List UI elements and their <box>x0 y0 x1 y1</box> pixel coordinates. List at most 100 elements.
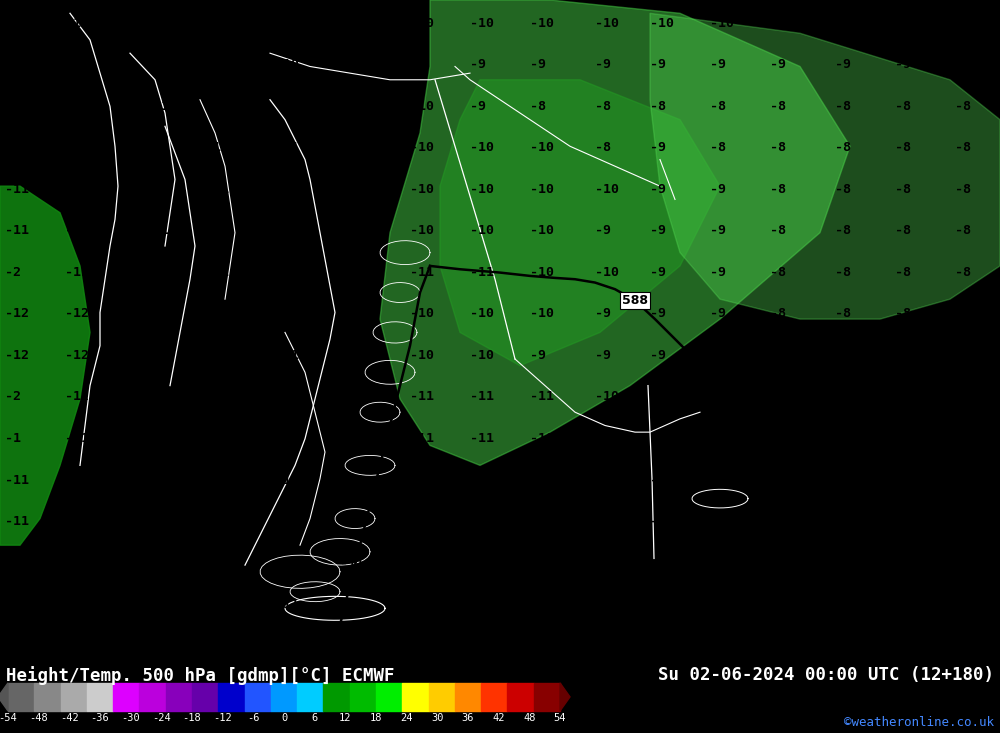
Text: -11: -11 <box>340 183 364 196</box>
Bar <box>139 683 166 711</box>
Text: -8: -8 <box>770 224 786 237</box>
Text: -8: -8 <box>955 307 971 320</box>
Text: -11: -11 <box>410 515 434 528</box>
Text: -12: -12 <box>145 266 169 279</box>
Text: -11: -11 <box>340 432 364 445</box>
Text: -9: -9 <box>650 224 666 237</box>
Text: -11: -11 <box>340 349 364 362</box>
Text: -11: -11 <box>5 515 29 528</box>
Text: -8: -8 <box>955 474 971 487</box>
Text: -10: -10 <box>530 307 554 320</box>
Text: -11: -11 <box>470 391 494 403</box>
Text: -8: -8 <box>835 515 851 528</box>
Text: -11: -11 <box>205 224 229 237</box>
Text: -8: -8 <box>955 141 971 154</box>
Text: -10: -10 <box>595 599 619 611</box>
Text: -12: -12 <box>213 713 232 723</box>
Text: -9: -9 <box>650 474 666 487</box>
Text: -11: -11 <box>340 599 364 611</box>
Text: -9: -9 <box>710 58 726 71</box>
Text: -10: -10 <box>595 474 619 487</box>
Text: -11: -11 <box>205 183 229 196</box>
Text: -11: -11 <box>65 141 89 154</box>
Text: -11: -11 <box>340 224 364 237</box>
Text: -11: -11 <box>65 58 89 71</box>
Text: -9: -9 <box>595 58 611 71</box>
Text: -11: -11 <box>275 17 299 30</box>
Text: -9: -9 <box>410 58 426 71</box>
Text: -10: -10 <box>470 599 494 611</box>
Text: -11: -11 <box>5 183 29 196</box>
Text: -9: -9 <box>595 556 611 570</box>
Bar <box>87 683 113 711</box>
Text: -8: -8 <box>895 100 911 113</box>
Text: -10: -10 <box>710 17 734 30</box>
Text: -9: -9 <box>650 266 666 279</box>
Text: -8: -8 <box>895 432 911 445</box>
Text: -9: -9 <box>650 58 666 71</box>
Text: -8: -8 <box>955 349 971 362</box>
Bar <box>455 683 481 711</box>
Text: -11: -11 <box>955 17 979 30</box>
Text: -10: -10 <box>470 141 494 154</box>
Text: -11: -11 <box>470 432 494 445</box>
Text: -11: -11 <box>205 17 229 30</box>
Text: 588: 588 <box>622 294 648 307</box>
Text: -9: -9 <box>895 58 911 71</box>
Text: -9: -9 <box>770 599 786 611</box>
Text: -9: -9 <box>650 307 666 320</box>
Text: -10: -10 <box>275 100 299 113</box>
Text: -11: -11 <box>275 307 299 320</box>
Text: -10: -10 <box>470 349 494 362</box>
Bar <box>297 683 323 711</box>
Text: -9: -9 <box>595 224 611 237</box>
Text: -11: -11 <box>470 474 494 487</box>
Text: -9: -9 <box>650 391 666 403</box>
Text: -8: -8 <box>955 266 971 279</box>
Text: -2: -2 <box>5 391 21 403</box>
Text: -9: -9 <box>650 141 666 154</box>
Polygon shape <box>560 683 570 711</box>
Text: -8: -8 <box>770 391 786 403</box>
Text: -9: -9 <box>650 515 666 528</box>
Text: -10: -10 <box>595 17 619 30</box>
Text: -10: -10 <box>530 556 554 570</box>
Text: -9: -9 <box>650 432 666 445</box>
Text: -10: -10 <box>595 266 619 279</box>
Text: -11: -11 <box>530 391 554 403</box>
Text: -11: -11 <box>275 599 299 611</box>
Text: -11: -11 <box>65 432 89 445</box>
Text: -10: -10 <box>470 224 494 237</box>
Text: -9: -9 <box>530 58 546 71</box>
Text: -9: -9 <box>650 556 666 570</box>
Text: -12: -12 <box>145 391 169 403</box>
Text: -8: -8 <box>835 307 851 320</box>
Text: -9: -9 <box>710 266 726 279</box>
Text: -12: -12 <box>145 307 169 320</box>
Text: -8: -8 <box>895 474 911 487</box>
Text: 12: 12 <box>339 713 352 723</box>
Text: -11: -11 <box>205 515 229 528</box>
Text: -10: -10 <box>470 515 494 528</box>
Polygon shape <box>0 186 90 545</box>
Text: -8: -8 <box>835 349 851 362</box>
Text: -10: -10 <box>410 224 434 237</box>
Text: -12: -12 <box>205 349 229 362</box>
Text: -10: -10 <box>835 17 859 30</box>
Polygon shape <box>0 683 8 711</box>
Text: -54: -54 <box>0 713 17 723</box>
Text: -8: -8 <box>835 556 851 570</box>
Text: -9: -9 <box>595 515 611 528</box>
Text: -11: -11 <box>275 432 299 445</box>
Text: ©weatheronline.co.uk: ©weatheronline.co.uk <box>844 716 994 729</box>
Text: -11: -11 <box>5 599 29 611</box>
Text: -11: -11 <box>65 183 89 196</box>
Text: -11: -11 <box>340 391 364 403</box>
Text: -11: -11 <box>340 515 364 528</box>
Text: -10: -10 <box>530 474 554 487</box>
Text: -9: -9 <box>710 224 726 237</box>
Text: -12: -12 <box>65 391 89 403</box>
Text: -10: -10 <box>770 17 794 30</box>
Text: -11: -11 <box>65 17 89 30</box>
Text: -11: -11 <box>275 141 299 154</box>
